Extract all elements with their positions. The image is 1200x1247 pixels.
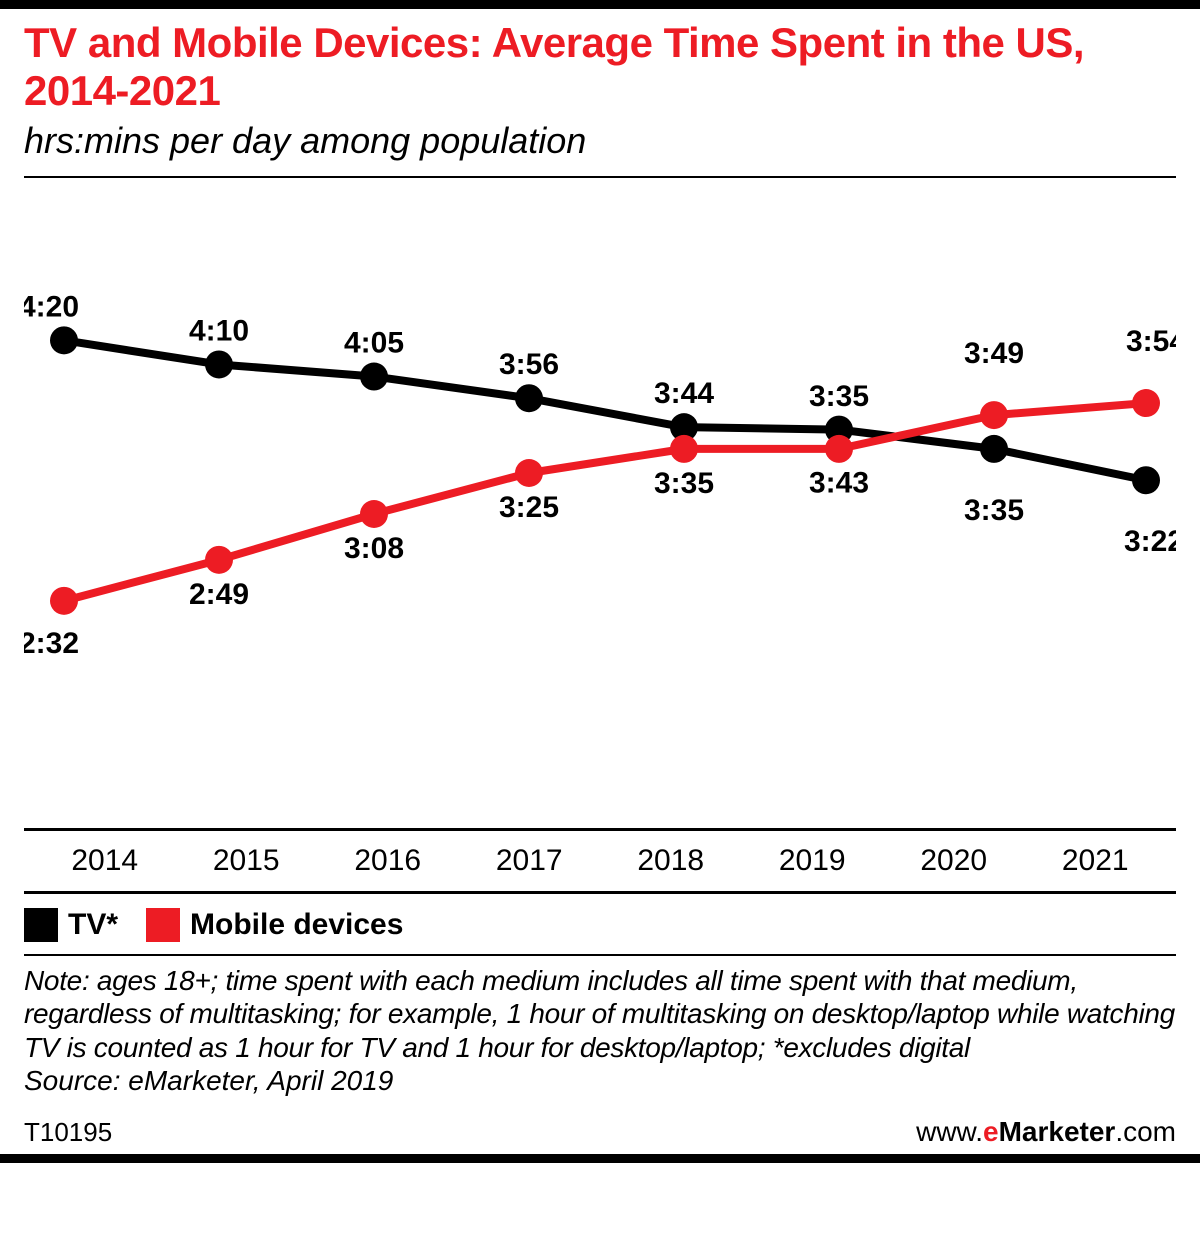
data-point <box>205 350 233 378</box>
data-label: 3:35 <box>809 379 869 412</box>
data-point <box>1132 389 1160 417</box>
x-tick-label: 2015 <box>176 844 318 878</box>
data-label: 3:43 <box>809 466 869 499</box>
data-point <box>980 401 1008 429</box>
data-point <box>515 459 543 487</box>
data-label: 4:05 <box>344 326 404 359</box>
x-tick-label: 2020 <box>883 844 1025 878</box>
x-tick-label: 2016 <box>317 844 459 878</box>
x-axis-labels: 20142015201620172018201920202021 <box>24 844 1176 878</box>
data-point <box>515 384 543 412</box>
legend-swatch <box>146 908 180 942</box>
data-point <box>670 434 698 462</box>
data-label: 3:35 <box>964 493 1024 526</box>
data-point <box>205 545 233 573</box>
x-tick-label: 2017 <box>459 844 601 878</box>
site-logo: www.eMarketer.com <box>916 1116 1176 1148</box>
data-point <box>50 586 78 614</box>
chart-id: T10195 <box>24 1117 112 1148</box>
site-e: e <box>983 1116 999 1147</box>
chart-area: 4:20 4:10 4:05 3:56 3:44 3:43 3:35 3:22 2:32 2:49… <box>24 208 1176 828</box>
header: TV and Mobile Devices: Average Time Spen… <box>0 9 1200 168</box>
legend-label: Mobile devices <box>190 908 403 942</box>
line-chart: 4:20 4:10 4:05 3:56 3:44 3:43 3:35 3:22 2:32 2:49… <box>24 208 1176 828</box>
data-point <box>360 362 388 390</box>
site-prefix: www. <box>916 1116 983 1147</box>
note-text: Note: ages 18+; time spent with each med… <box>24 964 1176 1065</box>
data-label: 2:32 <box>24 626 79 659</box>
legend-label: TV* <box>68 908 118 942</box>
title-line-1: TV and Mobile Devices: Average Time Spen… <box>24 19 1084 66</box>
data-point <box>980 434 1008 462</box>
note-block: Note: ages 18+; time spent with each med… <box>24 954 1176 1098</box>
legend: TV* Mobile devices <box>24 908 1176 942</box>
legend-item: Mobile devices <box>146 908 403 942</box>
chart-title: TV and Mobile Devices: Average Time Spen… <box>24 19 1176 116</box>
top-rule <box>0 0 1200 9</box>
data-label: 3:44 <box>654 377 714 410</box>
data-point <box>50 326 78 354</box>
legend-item: TV* <box>24 908 118 942</box>
legend-swatch <box>24 908 58 942</box>
data-point <box>825 434 853 462</box>
bottom-rule <box>0 1154 1200 1163</box>
header-rule <box>24 176 1176 178</box>
footer: T10195 www.eMarketer.com <box>24 1116 1176 1148</box>
data-label: 3:54 <box>1126 325 1176 358</box>
x-tick-label: 2019 <box>742 844 884 878</box>
site-suffix: .com <box>1115 1116 1176 1147</box>
data-label: 3:49 <box>964 337 1024 370</box>
site-rest: Marketer <box>999 1116 1116 1147</box>
data-label: 3:25 <box>499 491 559 524</box>
title-line-2: 2014-2021 <box>24 67 220 114</box>
chart-subtitle: hrs:mins per day among population <box>24 120 1176 162</box>
source-text: Source: eMarketer, April 2019 <box>24 1064 1176 1098</box>
data-label: 3:08 <box>344 532 404 565</box>
page: TV and Mobile Devices: Average Time Spen… <box>0 0 1200 1247</box>
x-tick-label: 2021 <box>1025 844 1167 878</box>
x-tick-label: 2014 <box>34 844 176 878</box>
x-axis: 20142015201620172018201920202021 <box>24 828 1176 894</box>
data-point <box>360 500 388 528</box>
data-label: 3:56 <box>499 348 559 381</box>
data-label: 2:49 <box>189 577 249 610</box>
data-point <box>1132 466 1160 494</box>
data-label: 3:35 <box>654 466 714 499</box>
data-label: 3:22 <box>1124 525 1176 558</box>
x-tick-label: 2018 <box>600 844 742 878</box>
data-label: 4:10 <box>189 314 249 347</box>
data-label: 4:20 <box>24 290 79 323</box>
